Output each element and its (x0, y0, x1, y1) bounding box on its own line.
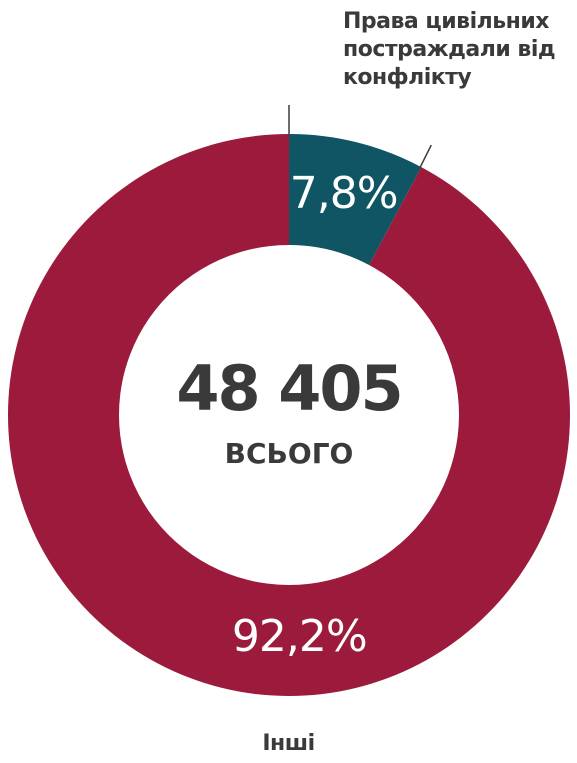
value-label: 92,2% (232, 611, 367, 662)
center-total: 48 405 (176, 352, 401, 425)
category-label: Права цивільних постраждали від конфлікт… (343, 9, 556, 90)
slice (7, 134, 571, 696)
leader-line (418, 144, 432, 170)
center-sublabel: ВСЬОГО (225, 437, 354, 470)
category-label: Інші (262, 731, 315, 756)
slice (289, 134, 422, 266)
value-label: 7,8% (290, 168, 398, 219)
